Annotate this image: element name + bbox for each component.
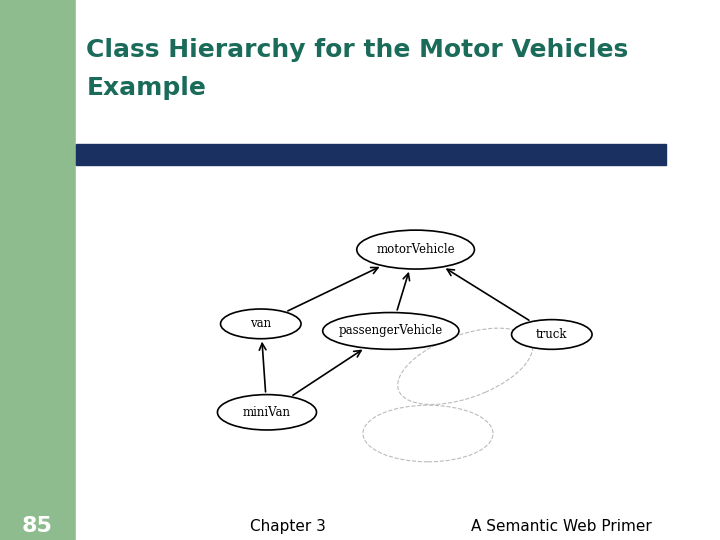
Text: passengerVehicle: passengerVehicle <box>338 325 443 338</box>
Text: van: van <box>251 318 271 330</box>
Bar <box>76 144 666 165</box>
Text: miniVan: miniVan <box>243 406 291 419</box>
Text: A Semantic Web Primer: A Semantic Web Primer <box>471 519 652 534</box>
Ellipse shape <box>220 309 301 339</box>
Bar <box>0 0 126 151</box>
Ellipse shape <box>217 395 317 430</box>
Ellipse shape <box>511 320 592 349</box>
Bar <box>76 165 720 540</box>
Ellipse shape <box>323 313 459 349</box>
Text: motorVehicle: motorVehicle <box>377 243 455 256</box>
Text: Example: Example <box>86 76 206 100</box>
Text: 85: 85 <box>22 516 53 537</box>
Ellipse shape <box>356 230 474 269</box>
Bar <box>76 0 720 144</box>
Text: Chapter 3: Chapter 3 <box>250 519 326 534</box>
Text: Class Hierarchy for the Motor Vehicles: Class Hierarchy for the Motor Vehicles <box>86 38 629 62</box>
Text: truck: truck <box>536 328 567 341</box>
Bar <box>0 0 76 540</box>
